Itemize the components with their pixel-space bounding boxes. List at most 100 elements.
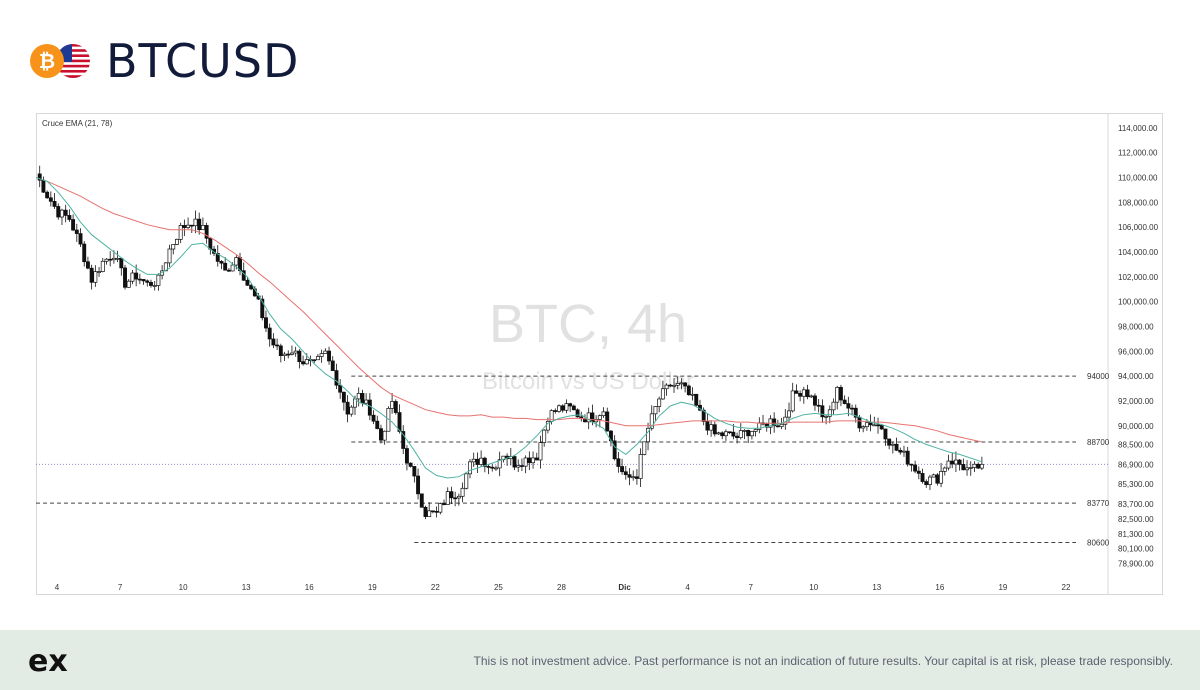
candle-up xyxy=(664,384,669,390)
candle-down xyxy=(486,466,491,468)
candle-down xyxy=(616,458,621,467)
candle-down xyxy=(442,503,446,505)
candle-up xyxy=(175,239,179,245)
candle-down xyxy=(816,404,821,407)
candle-up xyxy=(979,463,984,469)
candle-down xyxy=(260,298,265,319)
candle-up xyxy=(827,409,832,417)
candle-down xyxy=(434,510,439,513)
candle-down xyxy=(408,462,413,467)
candle-up xyxy=(864,422,869,428)
y-tick-label: 104,000.00 xyxy=(1118,248,1159,257)
candle-up xyxy=(542,429,547,443)
x-tick-label: 22 xyxy=(431,583,440,592)
candle-down xyxy=(404,448,409,464)
y-tick-label: 78,900.00 xyxy=(1118,560,1154,569)
candle-down xyxy=(278,345,283,356)
candle-up xyxy=(479,457,484,465)
candle-up xyxy=(653,406,658,415)
candle-up xyxy=(356,393,361,400)
candle-down xyxy=(842,399,847,404)
candle-up xyxy=(531,457,536,464)
candle-down xyxy=(208,237,213,250)
candle-up xyxy=(382,430,387,441)
candle-up xyxy=(523,457,528,467)
candle-down xyxy=(204,225,209,239)
candle-down xyxy=(894,443,899,451)
x-tick-label: 10 xyxy=(809,583,818,592)
candle-up xyxy=(97,271,102,273)
candle-up xyxy=(323,350,328,354)
candle-up xyxy=(679,382,684,385)
candle-down xyxy=(686,385,691,396)
candle-up xyxy=(111,257,116,261)
y-tick-label: 108,000.00 xyxy=(1118,198,1159,207)
candle-down xyxy=(798,393,803,397)
candle-up xyxy=(631,476,636,479)
candle-down xyxy=(879,424,884,430)
candle-down xyxy=(976,463,981,469)
candle-up xyxy=(460,487,465,497)
candle-down xyxy=(512,456,517,468)
candle-down xyxy=(245,279,250,286)
candle-up xyxy=(642,441,647,455)
candle-down xyxy=(145,280,150,283)
candle-up xyxy=(464,473,469,489)
candle-up xyxy=(427,510,432,517)
candle-down xyxy=(850,407,855,410)
level-label-88700: 88700 xyxy=(1087,438,1110,447)
candle-down xyxy=(764,423,769,428)
candle-down xyxy=(367,399,372,416)
support-resistance-levels: 94000 88700 83770 80600 xyxy=(36,372,1110,548)
candle-up xyxy=(942,467,947,472)
candle-down xyxy=(519,465,524,467)
candle-down xyxy=(853,407,858,418)
candle-up xyxy=(890,443,895,446)
candle-down xyxy=(731,431,736,437)
candle-down xyxy=(575,409,580,418)
watermark: BTC, 4h Bitcoin vs US Dollar xyxy=(482,294,694,395)
candle-down xyxy=(527,457,532,464)
y-tick-label: 102,000.00 xyxy=(1118,273,1159,282)
chart: BTC, 4h Bitcoin vs US Dollar 94000 88700 83… xyxy=(36,113,1163,595)
candle-down xyxy=(137,278,142,281)
candle-up xyxy=(790,390,795,412)
candle-down xyxy=(935,474,940,484)
candle-down xyxy=(327,350,331,362)
candle-down xyxy=(182,225,187,228)
candle-down xyxy=(412,466,417,477)
x-tick-label: 13 xyxy=(242,583,251,592)
price-chart: BTC, 4h Bitcoin vs US Dollar 94000 88700 83… xyxy=(36,113,1163,595)
candle-up xyxy=(171,244,176,250)
candle-up xyxy=(831,401,836,411)
y-tick-label: 94,000.00 xyxy=(1118,372,1154,381)
candle-down xyxy=(393,401,398,413)
x-tick-label: 28 xyxy=(557,583,566,592)
candle-up xyxy=(471,458,476,463)
candle-down xyxy=(620,466,625,473)
candle-up xyxy=(779,423,784,428)
candle-up xyxy=(234,257,239,266)
candle-down xyxy=(627,474,632,478)
candle-up xyxy=(186,224,191,228)
x-tick-label: 19 xyxy=(368,583,377,592)
candle-down xyxy=(846,403,851,409)
candle-down xyxy=(223,262,228,271)
candle-down xyxy=(401,431,406,449)
candle-up xyxy=(497,459,502,469)
candle-down xyxy=(553,410,558,412)
watermark-subtitle: Bitcoin vs US Dollar xyxy=(482,368,694,395)
y-axis: 78,900.00 80,100.00 81,300.00 82,500.00 83,7… xyxy=(1118,124,1159,569)
candle-down xyxy=(82,243,87,263)
candle-up xyxy=(586,412,591,423)
candle-up xyxy=(902,450,906,453)
candle-up xyxy=(672,384,676,387)
candle-down xyxy=(85,261,90,269)
candle-down xyxy=(838,387,843,401)
candle-down xyxy=(108,258,113,261)
candle-down xyxy=(482,457,487,467)
candle-down xyxy=(197,218,202,231)
candle-down xyxy=(226,269,231,272)
candle-up xyxy=(946,460,951,469)
candle-up xyxy=(349,406,354,415)
